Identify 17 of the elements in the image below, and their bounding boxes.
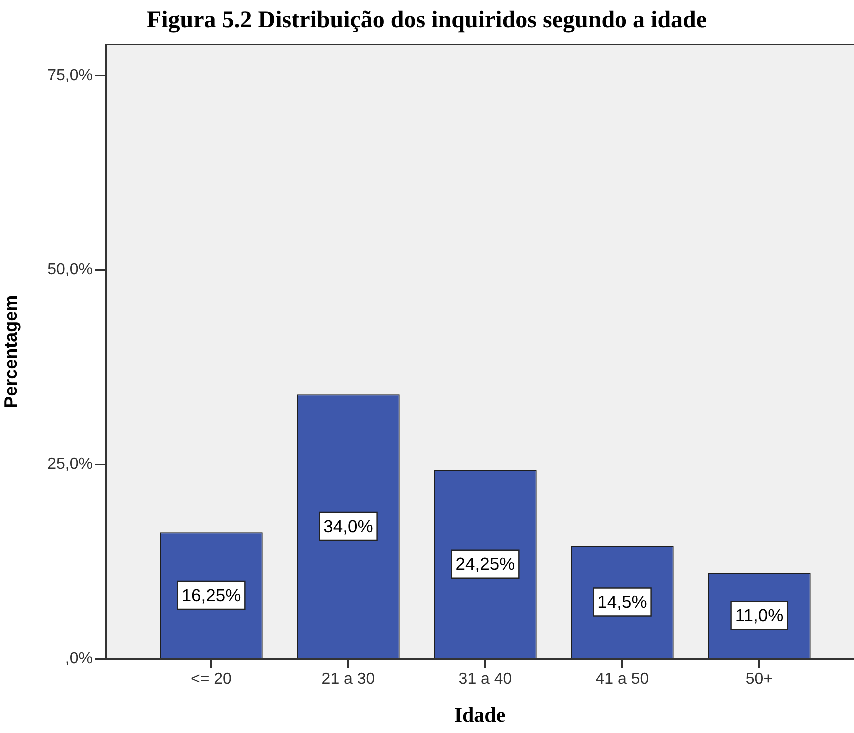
data-label: 14,5% [598,592,648,612]
chart-title: Figura 5.2 Distribuição dos inquiridos segundo a idade [146,8,708,34]
x-tick-label: 31 a 40 [458,671,512,688]
data-label: 11,0% [735,606,784,626]
x-tick-label: 41 a 50 [596,671,650,688]
data-label: 24,25% [456,554,516,574]
y-tick-label: ,0% [65,650,93,668]
x-tick-label: 21 a 30 [322,671,376,688]
y-tick-label: 25,0% [48,456,93,474]
y-tick-label: 50,0% [48,262,93,279]
x-tick-label: <= 20 [191,671,232,688]
x-tick-label: 50+ [746,671,774,688]
y-tick-label: 75,0% [48,67,93,84]
x-axis-title: Idade [454,702,506,727]
data-label: 16,25% [182,585,242,606]
data-label: 34,0% [324,516,374,536]
y-axis-title: Percentagem [0,295,21,408]
